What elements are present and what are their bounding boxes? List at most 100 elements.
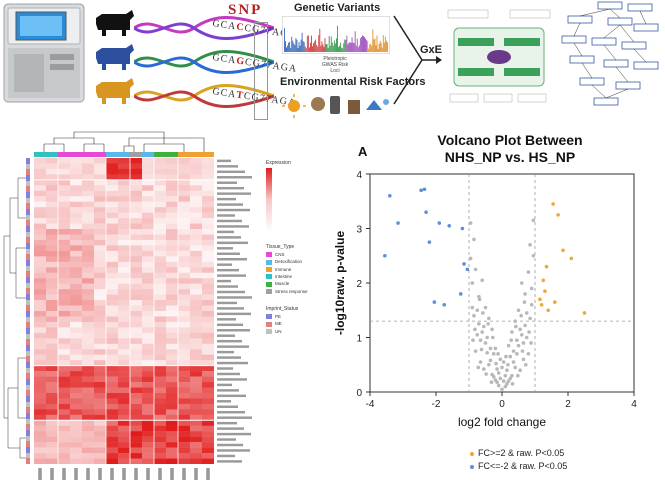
- data-point: [442, 303, 447, 307]
- x-tick-label: 0: [499, 399, 505, 410]
- legend-swatch: [266, 314, 272, 320]
- data-point: [506, 362, 510, 367]
- legend-swatch: [266, 266, 272, 272]
- legend-label: ME: [275, 321, 282, 327]
- data-point: [481, 311, 485, 315]
- data-point: [437, 221, 442, 225]
- manhattan-plot-icon: [282, 16, 390, 54]
- data-point: [496, 371, 501, 375]
- data-point: [383, 253, 387, 258]
- data-point: [479, 347, 484, 352]
- legend-swatch: [266, 321, 272, 327]
- legend-down-marker: [470, 464, 474, 469]
- data-point: [477, 297, 482, 302]
- x-tick-label: -4: [366, 399, 375, 410]
- heatmap-tissue-bar: [34, 152, 214, 157]
- data-point: [504, 354, 508, 359]
- legend-swatch: [266, 252, 272, 258]
- data-point: [473, 327, 477, 332]
- data-point: [508, 376, 513, 381]
- data-point: [509, 338, 514, 343]
- data-point: [523, 323, 527, 328]
- data-point: [521, 341, 526, 345]
- data-point: [527, 330, 531, 334]
- heatmap-row-labels: [217, 159, 252, 463]
- data-point: [487, 316, 491, 321]
- data-point: [521, 357, 526, 362]
- data-point: [500, 365, 504, 370]
- legend-up-label: FC>=2 & raw. P<0.05: [478, 448, 565, 458]
- data-point: [503, 373, 508, 378]
- gwas-risk-loci-label: Pleiotropic GWAS Risk Loci: [321, 56, 349, 74]
- tissue-legend-list: CNS Detoxification Immune Intestine Muscle St…: [266, 252, 326, 294]
- data-point: [480, 330, 484, 334]
- legend-label: PE: [275, 313, 282, 319]
- data-point: [520, 349, 525, 353]
- gxe-network-diagram: [447, 9, 551, 103]
- data-point: [419, 188, 423, 193]
- data-point: [490, 327, 494, 332]
- legend-up-marker: [470, 451, 474, 456]
- data-point: [482, 324, 486, 329]
- data-point: [520, 332, 524, 337]
- data-point: [458, 292, 463, 296]
- data-point: [544, 264, 549, 269]
- data-point: [485, 335, 489, 340]
- gxe-label: GxE: [420, 44, 443, 56]
- heatmap-imprint-bar: [26, 158, 30, 464]
- data-point: [422, 187, 427, 192]
- data-point: [553, 300, 557, 304]
- cow-black-icon: [96, 10, 134, 36]
- data-point: [486, 322, 490, 326]
- data-point: [523, 362, 528, 367]
- y-tick-label: 4: [356, 170, 362, 181]
- legend-down: FC<=-2 & raw. P<0.05: [470, 461, 567, 471]
- data-point: [478, 338, 483, 343]
- data-point: [468, 221, 473, 225]
- data-point: [561, 248, 565, 253]
- data-point: [514, 324, 518, 329]
- data-point: [510, 382, 515, 386]
- data-point: [519, 313, 523, 318]
- data-point: [508, 354, 513, 359]
- data-point: [543, 289, 547, 293]
- data-point: [551, 202, 555, 206]
- data-point: [498, 357, 503, 362]
- dna-helix-icons: [134, 16, 274, 108]
- y-tick-label: 1: [356, 334, 362, 345]
- data-point: [518, 368, 522, 372]
- data-point: [488, 346, 493, 351]
- data-point: [501, 379, 506, 383]
- data-point: [480, 278, 484, 283]
- data-point: [427, 240, 432, 244]
- data-point: [501, 360, 506, 364]
- data-point: [526, 270, 531, 274]
- cow-orange-icon: [96, 78, 134, 104]
- data-point: [476, 365, 481, 370]
- heatmap-dendrogram-left: [3, 177, 26, 459]
- legend-item: ME: [266, 321, 326, 327]
- legend-down-label: FC<=-2 & raw. P<0.05: [478, 461, 568, 471]
- data-point: [473, 267, 478, 272]
- x-tick-label: 2: [565, 399, 571, 410]
- data-point: [529, 303, 534, 307]
- top-figure-strip: SNP GCACCG77AGA GCAGCG77AGA GCATCG77AGA …: [0, 0, 665, 120]
- y-axis-label: -log10raw. p-value: [333, 231, 347, 336]
- data-point: [541, 278, 546, 283]
- data-point: [447, 223, 451, 228]
- legend-item: Muscle: [266, 281, 326, 287]
- environment-icons: [282, 94, 389, 118]
- pathway-flowchart-diagram: [561, 1, 659, 106]
- data-point: [470, 305, 475, 310]
- data-point: [489, 380, 494, 384]
- data-point: [529, 286, 534, 291]
- data-point: [516, 343, 521, 348]
- data-point: [531, 253, 536, 258]
- data-point: [495, 367, 499, 371]
- data-point: [528, 316, 532, 321]
- legend-swatch: [266, 274, 272, 280]
- legend-label: Intestine: [275, 273, 293, 279]
- data-point: [484, 372, 488, 376]
- expression-color-scale: [266, 168, 272, 232]
- data-point: [496, 383, 501, 388]
